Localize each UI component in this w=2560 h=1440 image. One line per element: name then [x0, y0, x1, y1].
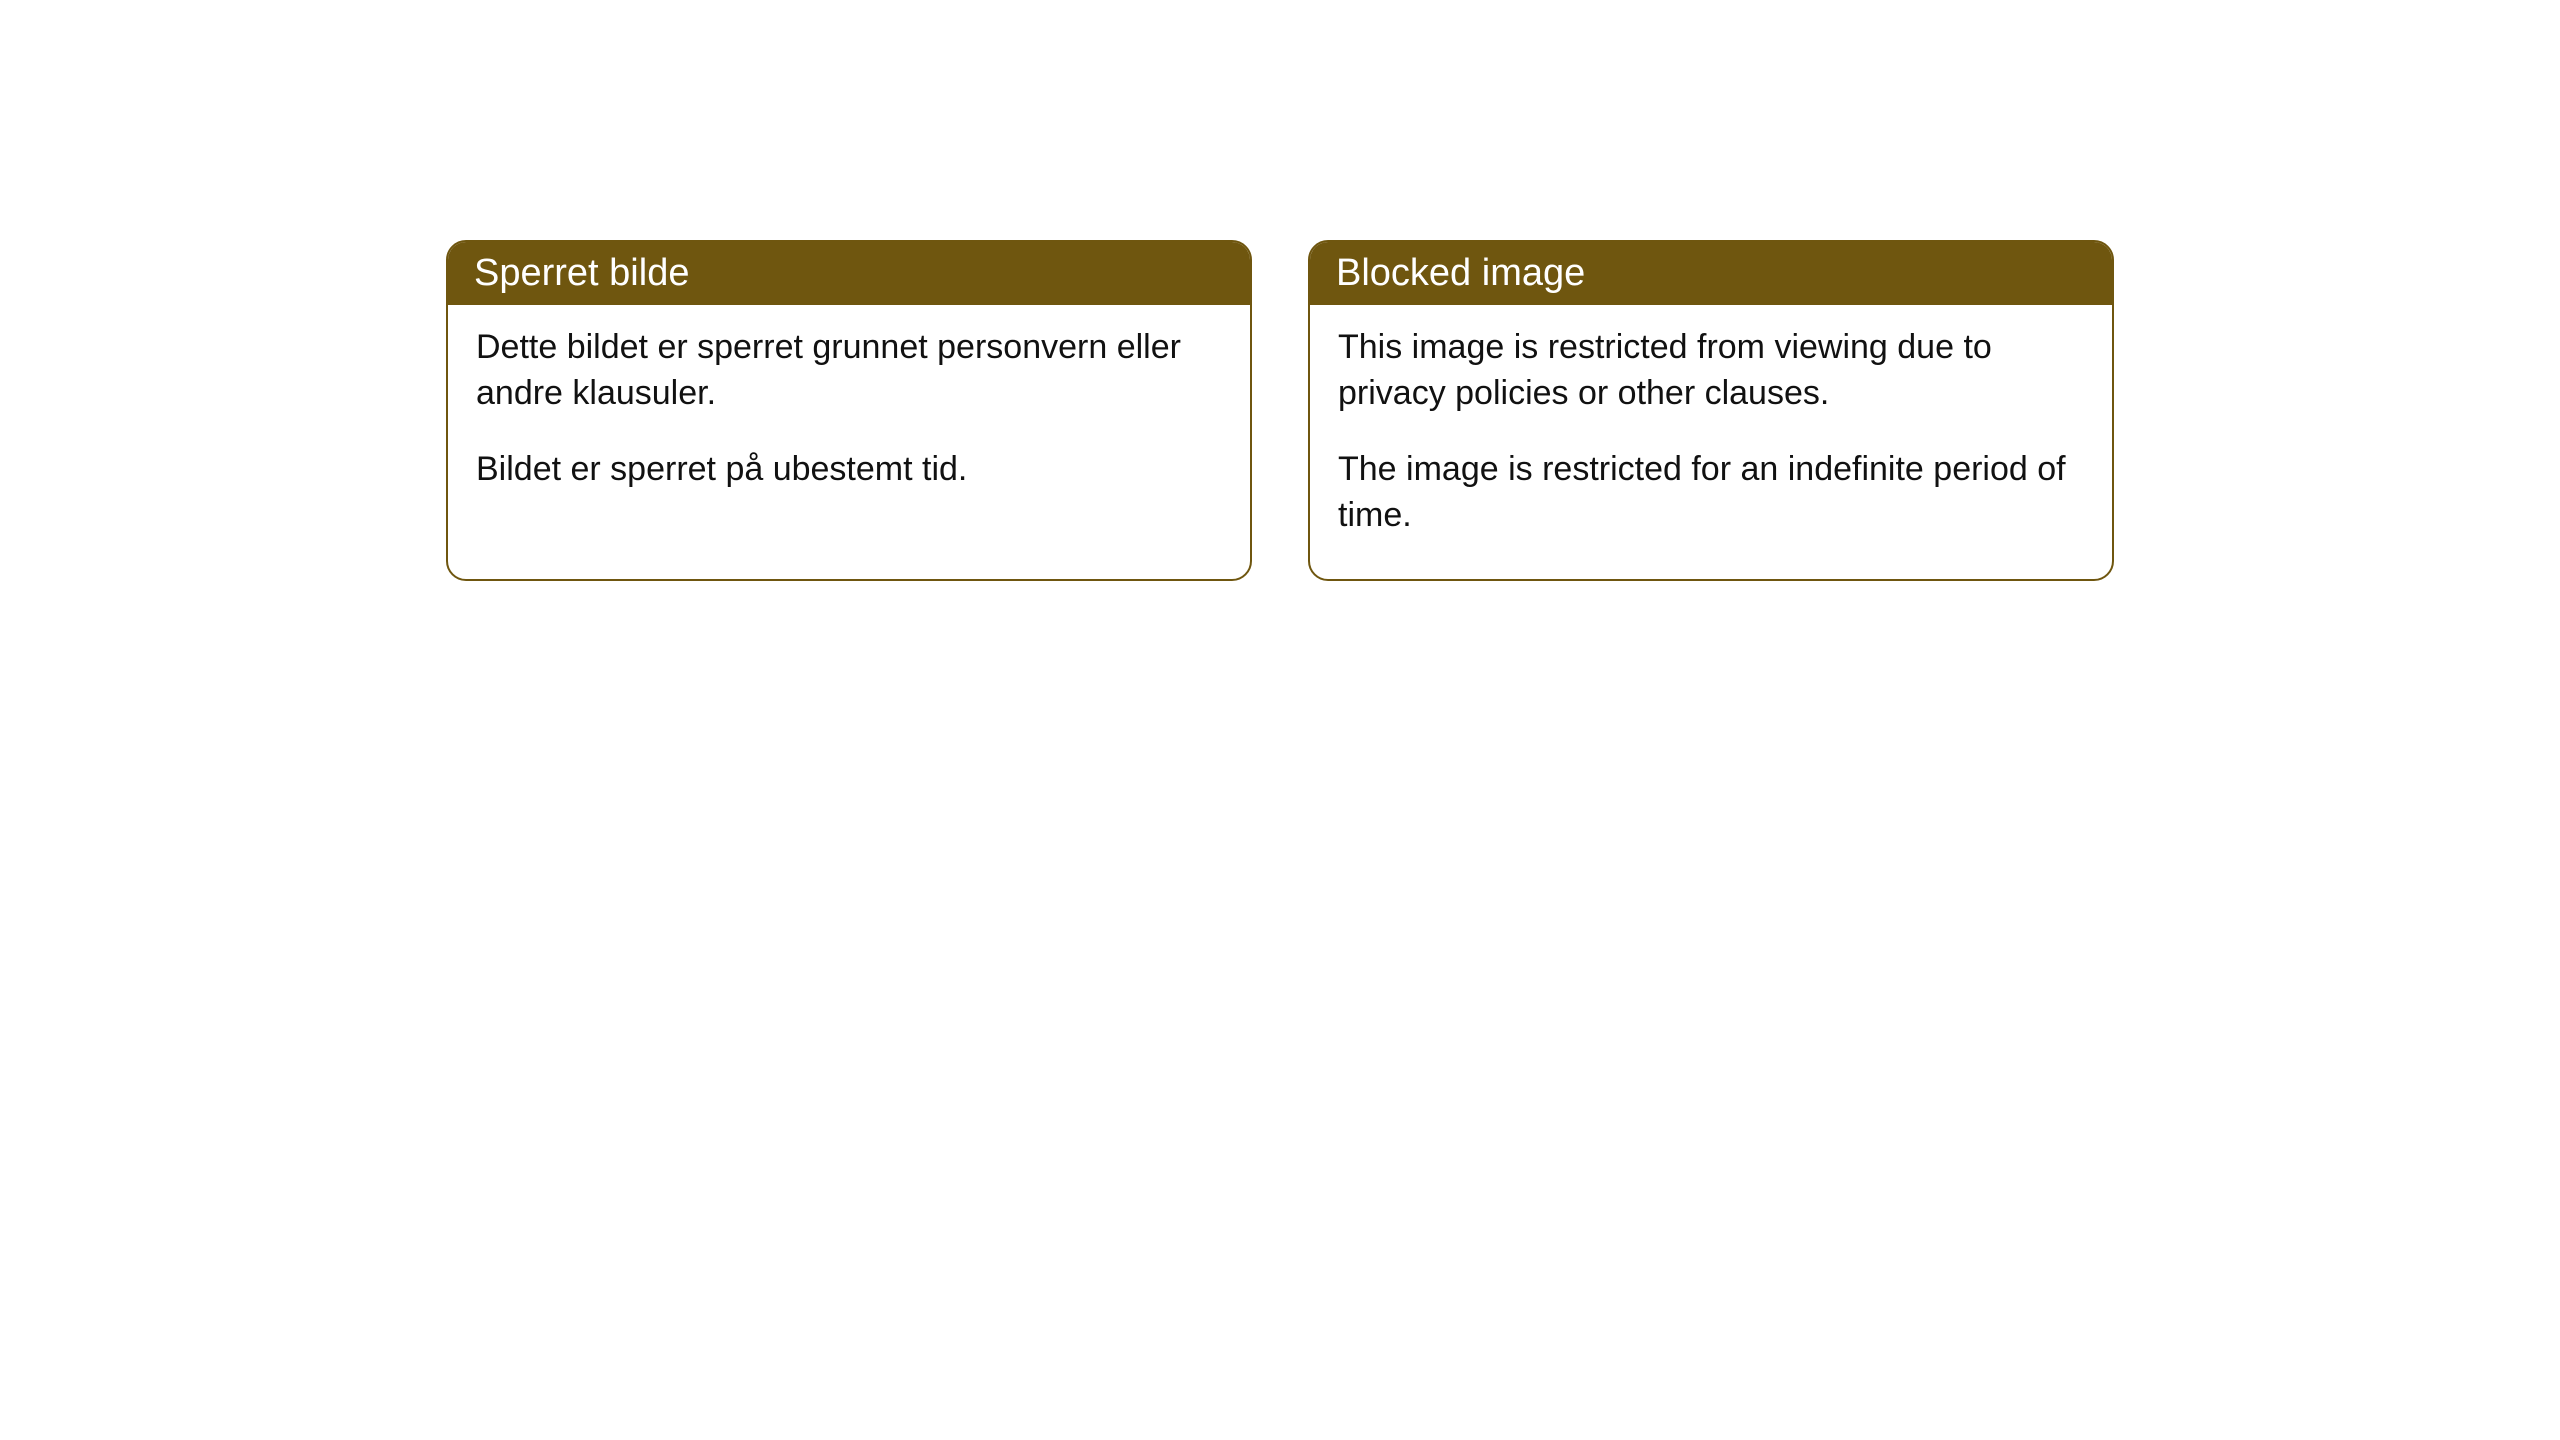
cards-container: Sperret bilde Dette bildet er sperret gr…: [446, 240, 2114, 581]
card-header-english: Blocked image: [1310, 242, 2112, 305]
card-title-norwegian: Sperret bilde: [474, 252, 689, 294]
card-para2-norwegian: Bildet er sperret på ubestemt tid.: [476, 447, 1222, 493]
card-body-norwegian: Dette bildet er sperret grunnet personve…: [448, 305, 1250, 533]
card-para1-english: This image is restricted from viewing du…: [1338, 325, 2084, 417]
card-title-english: Blocked image: [1336, 252, 1585, 294]
card-english: Blocked image This image is restricted f…: [1308, 240, 2114, 581]
card-para2-english: The image is restricted for an indefinit…: [1338, 447, 2084, 539]
card-para1-norwegian: Dette bildet er sperret grunnet personve…: [476, 325, 1222, 417]
card-header-norwegian: Sperret bilde: [448, 242, 1250, 305]
card-body-english: This image is restricted from viewing du…: [1310, 305, 2112, 579]
card-norwegian: Sperret bilde Dette bildet er sperret gr…: [446, 240, 1252, 581]
